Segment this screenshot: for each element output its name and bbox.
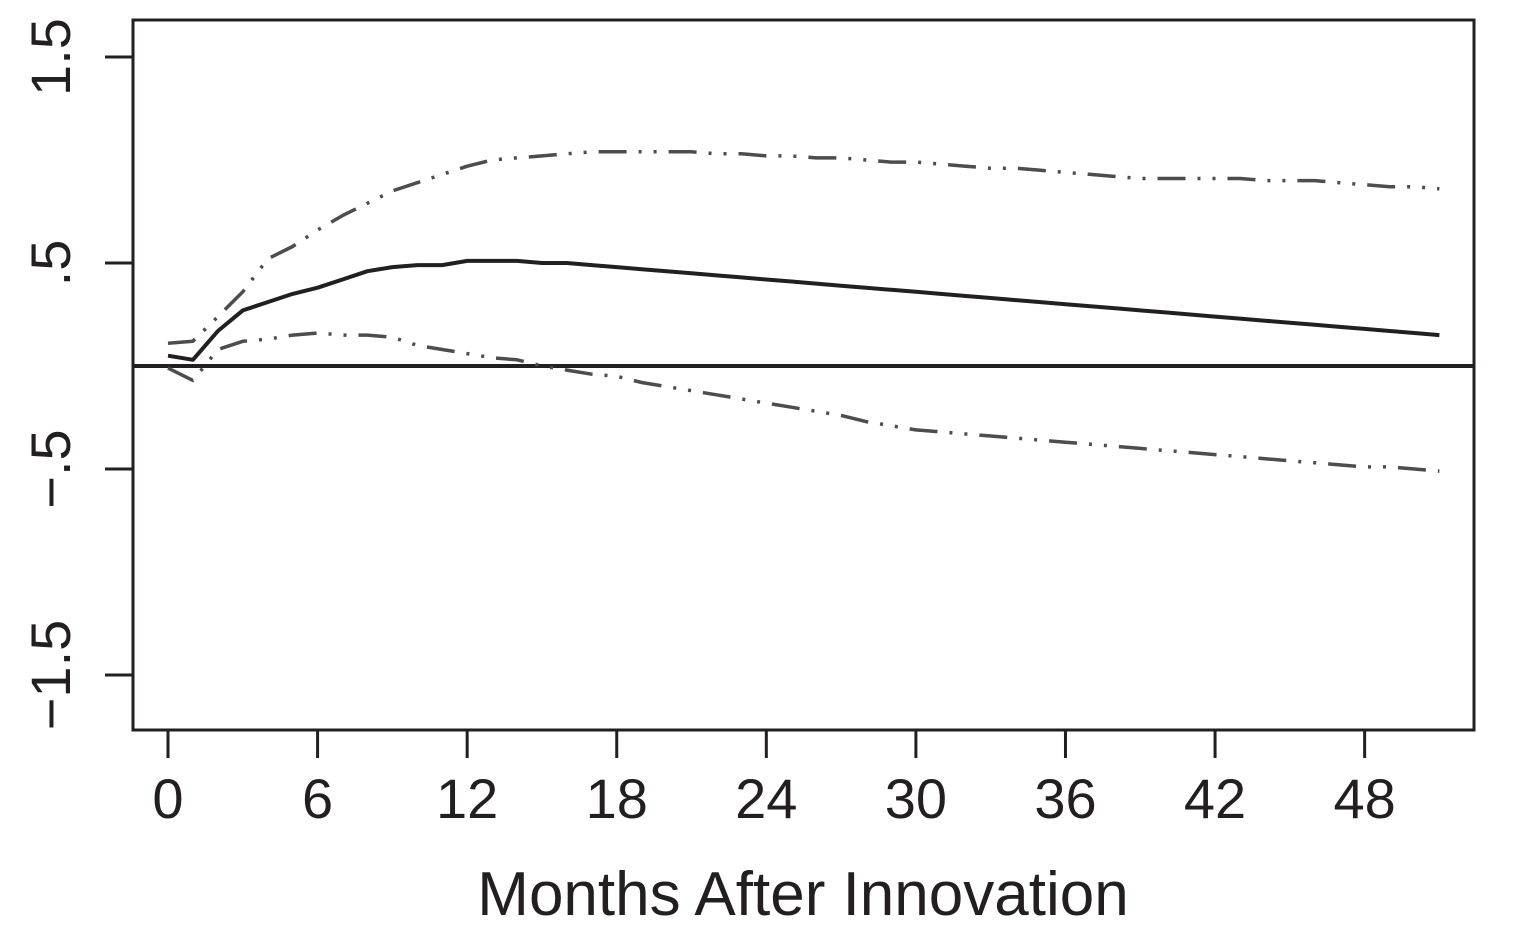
series-layer (167, 150, 1440, 473)
y-tick-label: 1.5 (19, 18, 82, 96)
x-tick-label: 12 (436, 767, 498, 830)
y-tick-label: .5 (19, 240, 82, 287)
x-axis: 0 6 12 18 24 30 36 42 48 (152, 728, 1396, 830)
y-axis: 1.5 .5 −.5 −1.5 (19, 18, 133, 730)
x-axis-title: Months After Innovation (477, 860, 1128, 929)
series-line-band-1 (167, 150, 1440, 346)
series-line-band-2 (167, 331, 1440, 473)
x-tick-label: 36 (1034, 767, 1096, 830)
x-tick-label: 42 (1184, 767, 1246, 830)
x-tick-label: 18 (586, 767, 648, 830)
x-tick-label: 30 (885, 767, 947, 830)
plot-frame (131, 18, 1476, 732)
series-line-point-estimate (167, 258, 1440, 362)
y-tick-label: −1.5 (19, 620, 82, 731)
x-tick-label: 6 (302, 767, 333, 830)
x-tick-label: 24 (735, 767, 797, 830)
y-tick-label: −.5 (19, 429, 82, 508)
x-tick-label: 48 (1333, 767, 1395, 830)
x-tick-label: 0 (152, 767, 183, 830)
